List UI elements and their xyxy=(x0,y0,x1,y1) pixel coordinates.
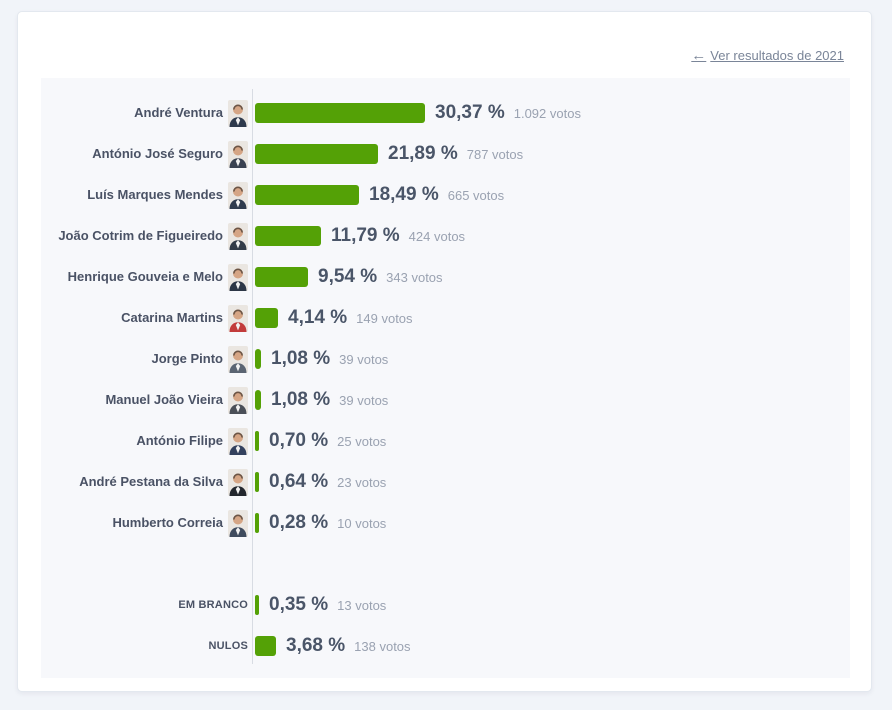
candidate-name: NULOS xyxy=(208,639,248,652)
candidate-avatar xyxy=(228,345,248,373)
candidate-avatar xyxy=(228,181,248,209)
row-label-area: EM BRANCO xyxy=(41,599,248,612)
chart-row: NULOS 3,68 % 138 votos xyxy=(41,626,850,667)
percentage-value: 0,64 % xyxy=(269,471,329,492)
candidate-name: António José Seguro xyxy=(92,145,223,161)
votes-count: 138 votos xyxy=(354,638,411,654)
row-label-area: Humberto Correia xyxy=(41,509,248,537)
percentage-value: 0,28 % xyxy=(269,512,329,533)
result-bar xyxy=(255,103,425,123)
votes-count: 787 votos xyxy=(466,146,524,162)
chart-row: Manuel João Vieira 1,08 % 39 votos xyxy=(41,380,850,421)
result-bar xyxy=(255,431,259,451)
chart-panel: André Ventura 30,37 % 1.092 votos Antóni… xyxy=(41,78,850,678)
chart-row: André Pestana da Silva 0,64 % 23 votos xyxy=(41,462,850,503)
candidate-name: Jorge Pinto xyxy=(151,350,223,366)
votes-count: 39 votos xyxy=(339,392,389,408)
result-bar xyxy=(255,308,278,328)
chart-row: EM BRANCO 0,35 % 13 votos xyxy=(41,585,850,626)
result-bar xyxy=(255,595,259,615)
percentage-value: 3,68 % xyxy=(286,635,346,656)
result-bar xyxy=(255,636,276,656)
chart-row: António José Seguro 21,89 % 787 votos xyxy=(41,134,850,175)
result-bar xyxy=(255,267,308,287)
candidate-name: Luís Marques Mendes xyxy=(87,186,223,202)
votes-count: 424 votos xyxy=(408,228,466,244)
chart-row: Catarina Martins 4,14 % 149 votos xyxy=(41,298,850,339)
votes-count: 13 votos xyxy=(337,597,387,613)
candidate-avatar xyxy=(228,140,248,168)
chart-row: André Ventura 30,37 % 1.092 votos xyxy=(41,93,850,134)
votes-count: 665 votos xyxy=(447,187,505,203)
chart-row: António Filipe 0,70 % 25 votos xyxy=(41,421,850,462)
candidate-name: EM BRANCO xyxy=(178,598,248,611)
axis-line xyxy=(252,89,253,664)
row-label-area: André Pestana da Silva xyxy=(41,468,248,496)
votes-count: 25 votos xyxy=(337,433,387,449)
row-label-area: NULOS xyxy=(41,640,248,653)
back-link[interactable]: ← Ver resultados de 2021 xyxy=(691,47,844,64)
percentage-value: 21,89 % xyxy=(388,143,458,164)
result-bar xyxy=(255,472,259,492)
candidate-name: André Pestana da Silva xyxy=(79,473,223,489)
candidate-name: André Ventura xyxy=(134,104,223,120)
row-label-area: Jorge Pinto xyxy=(41,345,248,373)
candidate-name: Humberto Correia xyxy=(112,514,223,530)
percentage-value: 1,08 % xyxy=(271,348,331,369)
percentage-value: 1,08 % xyxy=(271,389,331,410)
votes-count: 39 votos xyxy=(339,351,389,367)
candidate-avatar xyxy=(228,263,248,291)
candidate-avatar xyxy=(228,509,248,537)
candidate-avatar xyxy=(228,222,248,250)
percentage-value: 9,54 % xyxy=(318,266,378,287)
percentage-value: 0,70 % xyxy=(269,430,329,451)
left-arrow-icon: ← xyxy=(691,47,707,64)
row-label-area: João Cotrim de Figueiredo xyxy=(41,222,248,250)
row-label-area: Catarina Martins xyxy=(41,304,248,332)
candidate-avatar xyxy=(228,304,248,332)
result-bar xyxy=(255,185,359,205)
percentage-value: 11,79 % xyxy=(331,225,400,246)
votes-count: 149 votos xyxy=(356,310,413,326)
candidate-avatar xyxy=(228,468,248,496)
candidate-name: João Cotrim de Figueiredo xyxy=(58,227,223,243)
percentage-value: 4,14 % xyxy=(288,307,348,328)
chart-row: Luís Marques Mendes 18,49 % 665 votos xyxy=(41,175,850,216)
percentage-value: 18,49 % xyxy=(369,184,439,205)
result-bar xyxy=(255,349,261,369)
candidate-name: António Filipe xyxy=(136,432,223,448)
votes-count: 1.092 votos xyxy=(513,105,581,121)
candidate-avatar xyxy=(228,427,248,455)
chart-row: Jorge Pinto 1,08 % 39 votos xyxy=(41,339,850,380)
result-bar xyxy=(255,390,261,410)
back-link-label: Ver resultados de 2021 xyxy=(710,48,844,63)
row-label-area: Manuel João Vieira xyxy=(41,386,248,414)
row-label-area: Henrique Gouveia e Melo xyxy=(41,263,248,291)
votes-count: 23 votos xyxy=(337,474,387,490)
votes-count: 343 votos xyxy=(386,269,443,285)
candidate-name: Catarina Martins xyxy=(121,309,223,325)
results-card: ← Ver resultados de 2021 André Ventura 3… xyxy=(17,11,872,692)
result-bar xyxy=(255,226,321,246)
chart-row: João Cotrim de Figueiredo 11,79 % 424 vo… xyxy=(41,216,850,257)
result-bar xyxy=(255,144,378,164)
candidate-name: Henrique Gouveia e Melo xyxy=(67,268,223,284)
percentage-value: 0,35 % xyxy=(269,594,329,615)
candidate-avatar xyxy=(228,99,248,127)
row-label-area: Luís Marques Mendes xyxy=(41,181,248,209)
row-label-area: André Ventura xyxy=(41,99,248,127)
candidate-avatar xyxy=(228,386,248,414)
row-label-area: António Filipe xyxy=(41,427,248,455)
candidate-name: Manuel João Vieira xyxy=(105,391,223,407)
result-bar xyxy=(255,513,259,533)
row-label-area: António José Seguro xyxy=(41,140,248,168)
votes-count: 10 votos xyxy=(337,515,387,531)
percentage-value: 30,37 % xyxy=(435,102,505,123)
chart-row: Humberto Correia 0,28 % 10 votos xyxy=(41,503,850,544)
chart-row: Henrique Gouveia e Melo 9,54 % 343 votos xyxy=(41,257,850,298)
